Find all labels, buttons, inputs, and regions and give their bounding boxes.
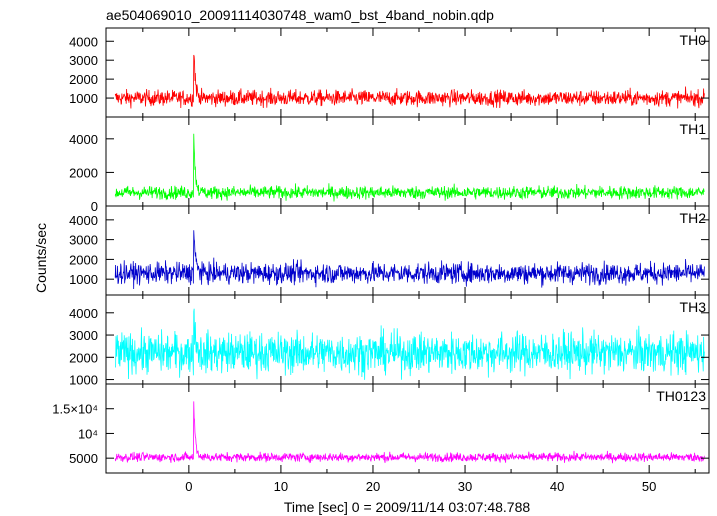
x-tick-label: 20	[366, 479, 380, 494]
y-tick-label: 4000	[69, 213, 98, 228]
y-tick-label: 4000	[69, 34, 98, 49]
y-tick-label: 5000	[69, 451, 98, 466]
y-tick-label: 2000	[69, 72, 98, 87]
y-tick-label: 3000	[69, 53, 98, 68]
panel-frame-th0	[105, 27, 710, 118]
y-tick-label: 1000	[69, 373, 98, 388]
panel-label-th0: TH0	[680, 32, 707, 48]
y-tick-label: 2000	[69, 350, 98, 365]
y-tick-label: 1000	[69, 91, 98, 106]
y-tick-label: 3000	[69, 328, 98, 343]
series-line-th0	[114, 54, 705, 109]
series-line-th2	[114, 230, 705, 290]
x-tick-label: 30	[458, 479, 472, 494]
panel-label-th1: TH1	[680, 121, 707, 137]
panel-frame-th3	[105, 294, 710, 385]
panel-frame-th1	[105, 116, 710, 207]
series-line-th3	[114, 308, 705, 380]
panel-label-th0123: TH0123	[656, 388, 706, 404]
panel-frame-th0123	[105, 383, 710, 474]
x-tick-label: 50	[642, 479, 656, 494]
y-tick-label: 3000	[69, 233, 98, 248]
y-tick-label: 2000	[69, 165, 98, 180]
panel-label-th2: TH2	[680, 210, 707, 226]
y-tick-label: 2000	[69, 252, 98, 267]
y-axis-label: Counts/sec	[33, 223, 49, 293]
x-tick-label: 10	[274, 479, 288, 494]
y-tick-label: 4000	[69, 132, 98, 147]
x-axis-label: Time [sec] 0 = 2009/11/14 03:07:48.788	[284, 499, 531, 515]
chart-title: ae504069010_20091114030748_wam0_bst_4ban…	[106, 7, 494, 23]
x-tick-label: 40	[550, 479, 564, 494]
y-tick-label: 4000	[69, 306, 98, 321]
y-tick-label: 10⁴	[78, 426, 98, 441]
series-line-th1	[114, 133, 705, 202]
y-tick-label: 0	[91, 199, 98, 214]
series-line-th0123	[114, 401, 705, 464]
panel-label-th3: TH3	[680, 299, 707, 315]
y-tick-label: 1000	[69, 272, 98, 287]
y-tick-label: 1.5×10⁴	[52, 402, 98, 417]
panels: 1000 2000 3000 4000 TH0 0 2000 4000 TH1 1000 2000 3…	[52, 27, 710, 494]
x-tick-label: 0	[185, 479, 192, 494]
